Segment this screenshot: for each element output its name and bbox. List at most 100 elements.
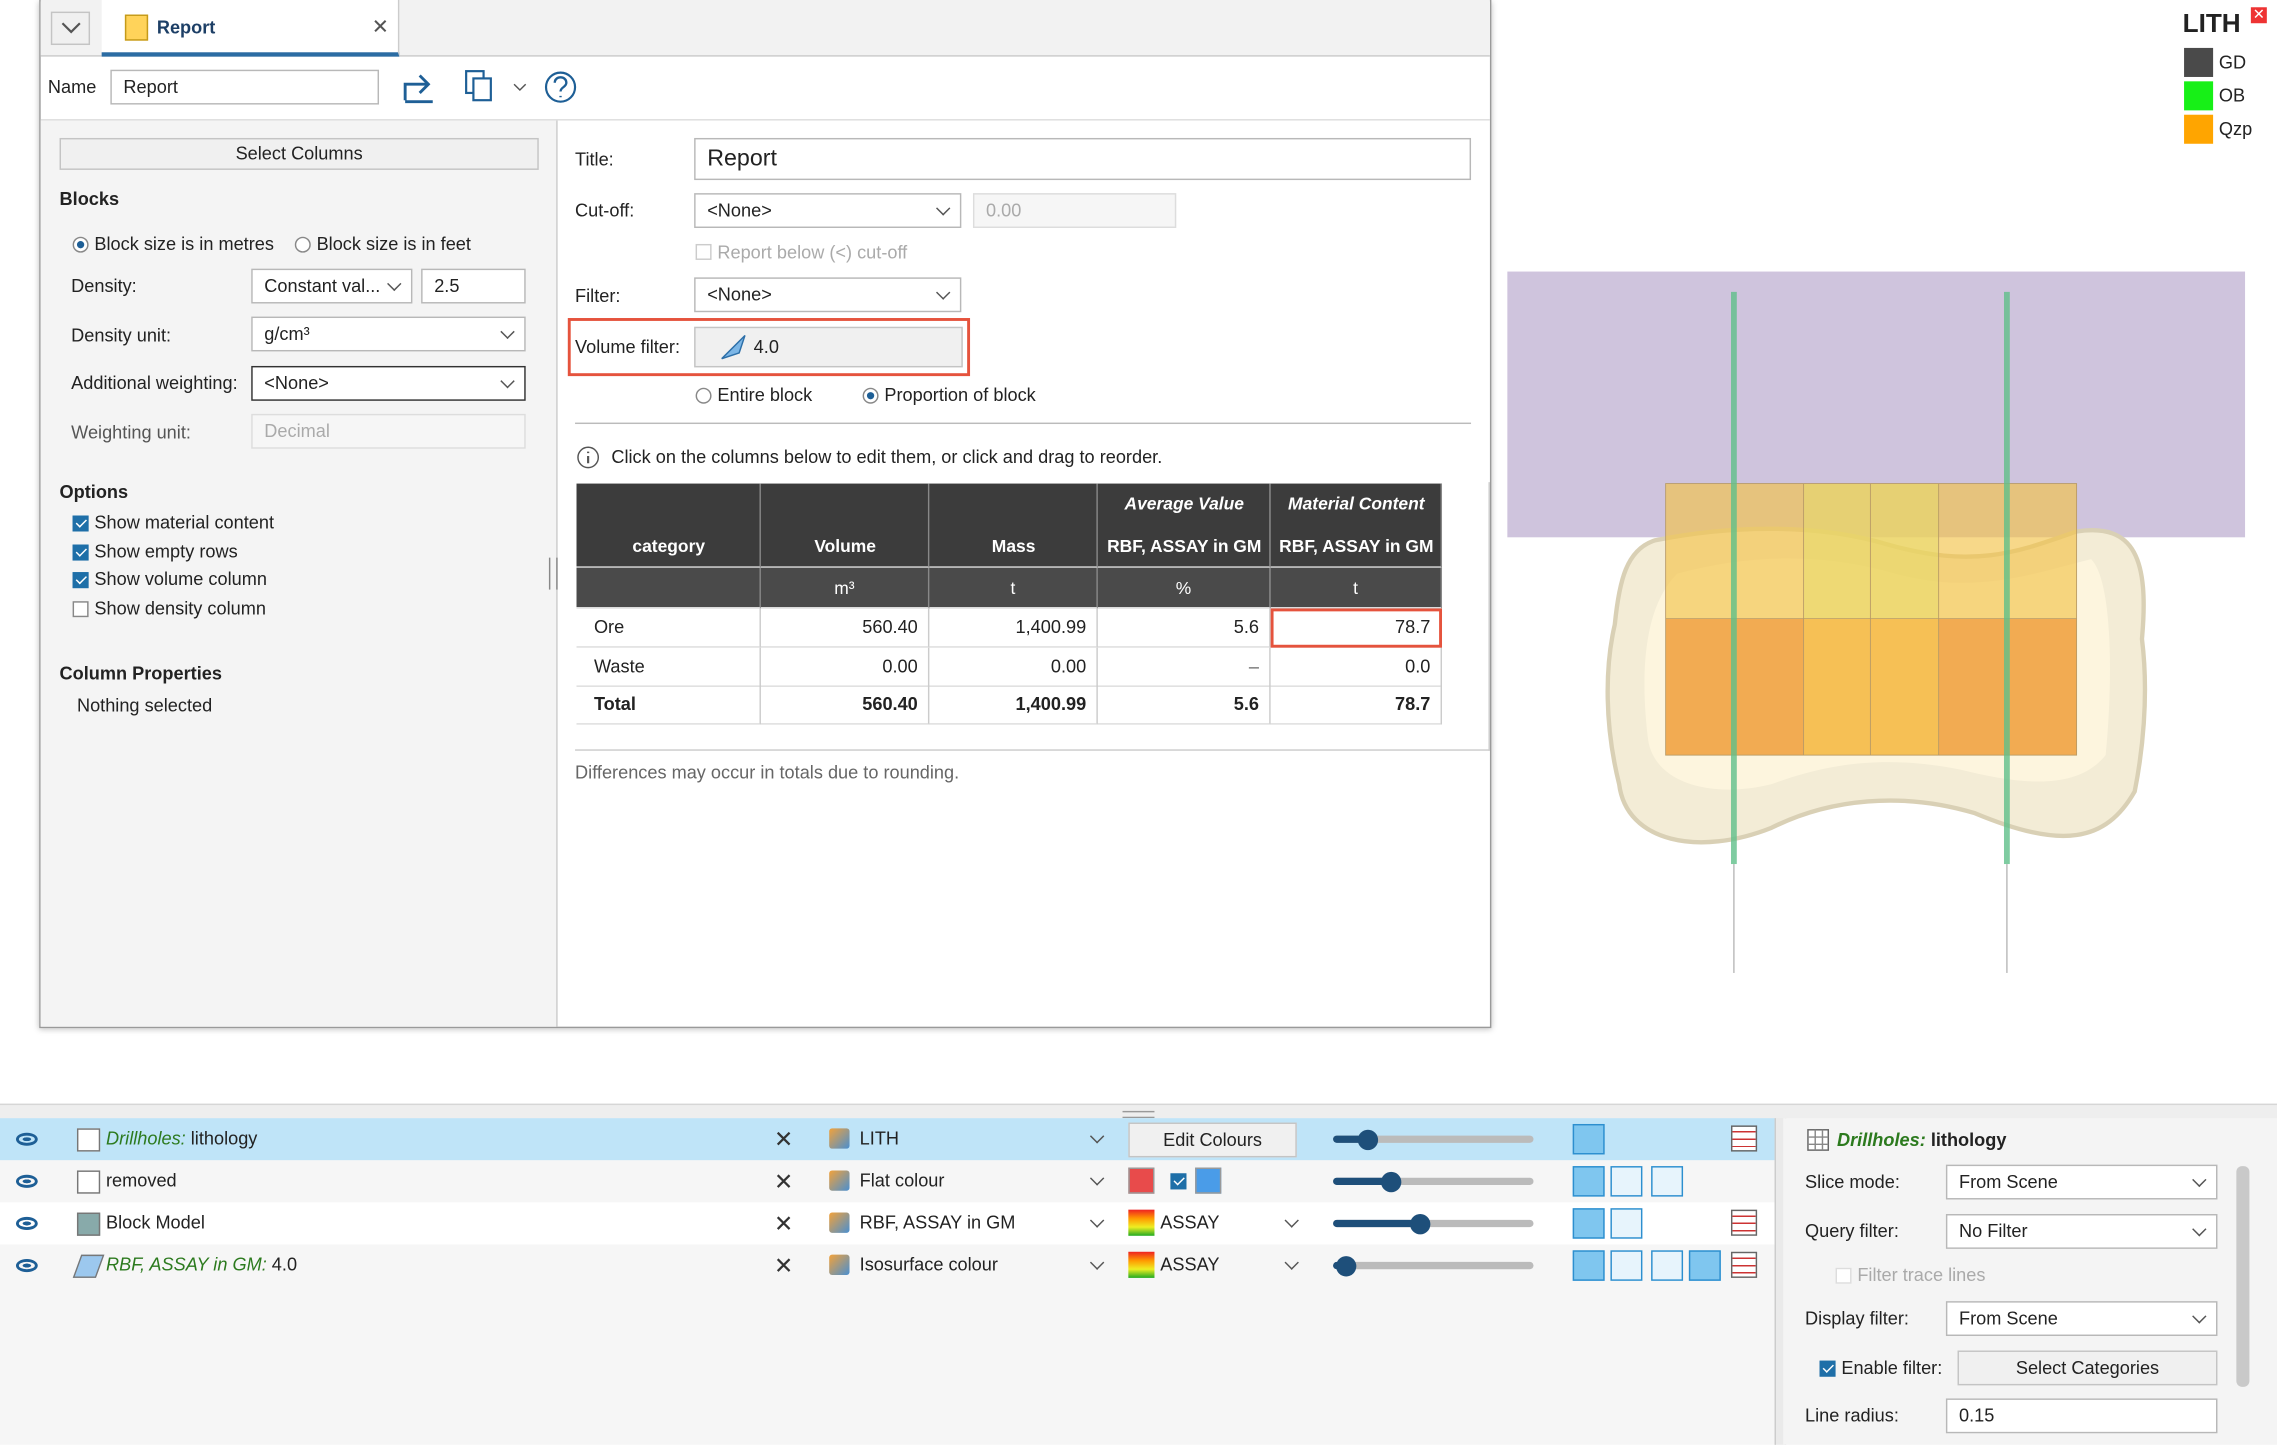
view-button[interactable] (1572, 1166, 1605, 1197)
block-cell (1803, 483, 1939, 619)
radio[interactable] (294, 236, 311, 253)
splitter-grip (1122, 1110, 1155, 1119)
colour-swatch[interactable] (1128, 1167, 1155, 1194)
remove-button[interactable]: ✕ (774, 1128, 794, 1154)
query-filter[interactable]: No Filter (1945, 1214, 2218, 1249)
header-cell (929, 483, 1098, 568)
slider-knob[interactable] (1357, 1129, 1379, 1151)
filter-trace-lines: Filter trace lines (1857, 1264, 1986, 1286)
rect (1807, 1129, 1830, 1151)
value-cell: 0.0 (1270, 647, 1443, 687)
visibility-eye[interactable] (15, 1216, 38, 1230)
radio[interactable] (862, 387, 879, 404)
menu-button[interactable] (50, 11, 91, 46)
radio[interactable] (695, 387, 712, 404)
checkbox[interactable] (72, 515, 89, 532)
layer-name: RBF, ASSAY in GM: 4.0 (106, 1255, 297, 1275)
checkbox[interactable] (72, 572, 89, 589)
weighting[interactable]: <None> (251, 365, 526, 401)
slider-track[interactable] (1333, 1219, 1534, 1228)
checkbox[interactable] (72, 601, 89, 618)
remove-button[interactable]: ✕ (774, 1170, 794, 1196)
display-filter[interactable]: From Scene (1945, 1301, 2218, 1336)
slice-mode[interactable]: From Scene (1945, 1164, 2218, 1200)
value-cell: 0.00 (760, 647, 930, 687)
colour-map[interactable]: ASSAY (1160, 1212, 1220, 1233)
select-categories-button[interactable]: Select Categories (1957, 1350, 2218, 1386)
view-button[interactable] (1572, 1250, 1605, 1281)
layer-prefix: Drillholes: (106, 1128, 186, 1149)
slider-fill (1333, 1135, 1368, 1143)
list-button[interactable] (1730, 1209, 1758, 1236)
colouring-icon (829, 1212, 850, 1233)
slider-track[interactable] (1333, 1135, 1534, 1143)
legend-label: GD (2218, 52, 2247, 73)
density-unit[interactable]: g/cm³ (251, 316, 526, 352)
option-label: Show empty rows (94, 541, 238, 562)
tab[interactable] (101, 0, 400, 57)
view-button[interactable] (1572, 1208, 1605, 1239)
colouring[interactable]: RBF, ASSAY in GM (859, 1212, 1016, 1233)
colour-map[interactable]: ASSAY (1160, 1254, 1220, 1276)
checkbox[interactable] (1170, 1173, 1187, 1190)
layer-icon (76, 1212, 101, 1236)
layer-label: removed (106, 1170, 177, 1191)
tab-close[interactable]: ✕ (371, 14, 389, 38)
view-button[interactable] (1651, 1166, 1684, 1197)
scene-view (1507, 271, 2246, 973)
remove-button[interactable]: ✕ (774, 1212, 794, 1238)
line-radius[interactable]: 0.15 (1945, 1398, 2218, 1434)
list-button[interactable] (1730, 1125, 1758, 1152)
checkbox[interactable] (1819, 1360, 1836, 1377)
slider-knob[interactable] (1410, 1214, 1431, 1235)
visibility-eye[interactable] (15, 1174, 38, 1188)
category-cell: Total (576, 685, 761, 726)
visibility-eye[interactable] (15, 1132, 38, 1146)
view-button[interactable] (1610, 1208, 1643, 1239)
category-cell: Waste (576, 647, 761, 687)
slider-track[interactable] (1333, 1261, 1534, 1270)
slider-track[interactable] (1333, 1177, 1534, 1185)
select-columns-button[interactable]: Select Columns (59, 137, 539, 170)
view-button[interactable] (1688, 1250, 1721, 1281)
view-button[interactable] (1572, 1123, 1605, 1155)
option-label: Show density column (94, 598, 266, 619)
name-input[interactable]: Report (110, 69, 380, 105)
title-input[interactable]: Report (694, 137, 1472, 181)
weighting-unit-label: Weighting unit: (71, 422, 191, 443)
density-mode[interactable]: Constant val... (251, 268, 413, 304)
path (721, 334, 746, 360)
filter-select[interactable]: <None> (694, 277, 962, 313)
scrollbar[interactable] (2236, 1166, 2250, 1387)
cutoff-select[interactable]: <None> (694, 193, 962, 228)
density-value[interactable]: 2.5 (421, 268, 526, 304)
remove-button[interactable]: ✕ (774, 1254, 794, 1280)
edit-colours-button[interactable]: Edit Colours (1128, 1122, 1297, 1158)
slider-knob[interactable] (1335, 1256, 1357, 1277)
colouring[interactable]: LITH (859, 1128, 900, 1149)
visibility-eye[interactable] (15, 1259, 38, 1273)
checkbox[interactable] (72, 544, 89, 561)
section-heading: Column Properties (59, 663, 222, 684)
header-label: RBF, ASSAY in GM (1107, 535, 1262, 557)
help-icon[interactable] (544, 71, 577, 103)
section-heading: Blocks (59, 188, 120, 210)
weighting-label: Additional weighting: (71, 373, 238, 394)
colouring[interactable]: Flat colour (859, 1170, 945, 1191)
legend-close[interactable]: ✕ (2250, 7, 2267, 24)
splitter-grip[interactable] (548, 557, 558, 590)
slider-knob[interactable] (1381, 1171, 1402, 1193)
colour-map-swatch (1128, 1251, 1155, 1278)
list-button[interactable] (1730, 1251, 1758, 1278)
header-cell (760, 483, 930, 568)
colour-swatch[interactable] (1195, 1167, 1222, 1194)
view-button[interactable] (1610, 1166, 1643, 1197)
radio[interactable] (72, 236, 89, 253)
view-button[interactable] (1651, 1250, 1684, 1281)
colouring[interactable]: Isosurface colour (859, 1254, 998, 1276)
report-below-label: Report below (<) cut-off (717, 242, 908, 263)
rect (1730, 291, 1737, 865)
legend-label: OB (2218, 85, 2246, 107)
view-button[interactable] (1610, 1250, 1643, 1281)
export-icon[interactable] (403, 74, 433, 104)
